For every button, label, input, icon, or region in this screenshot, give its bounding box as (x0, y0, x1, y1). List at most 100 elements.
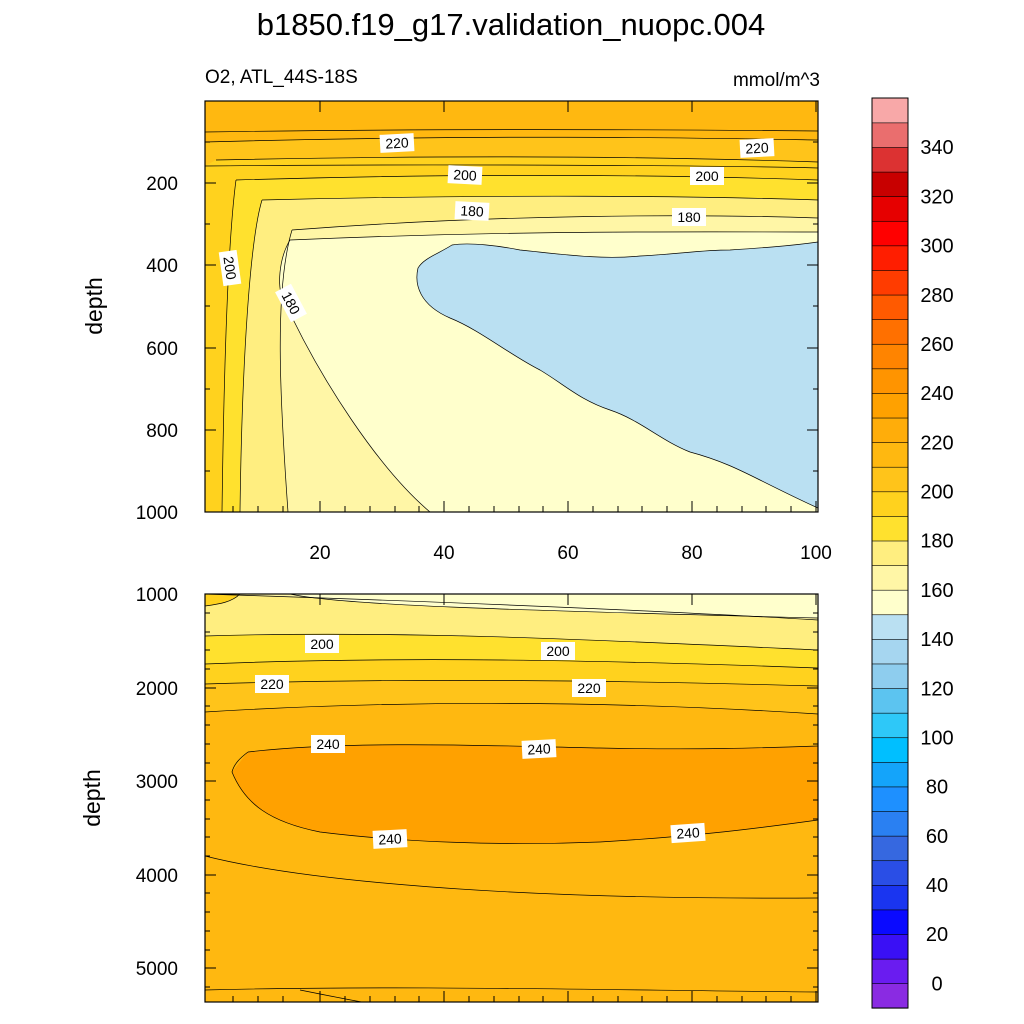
variable-subtitle: O2, ATL_44S-18S (205, 67, 358, 88)
colorbar-swatch (871, 540, 909, 566)
upper-contour-labels: 220 220 200 200 180 180 (218, 133, 775, 323)
colorbar-label: 160 (920, 580, 953, 602)
fill-220-230 (205, 680, 818, 714)
colorbar-swatch (871, 884, 909, 911)
colorbar-swatch (871, 294, 909, 320)
y-tick-label: 1000 (136, 503, 178, 524)
lower-y-axis-label: depth (79, 769, 105, 827)
colorbar-swatch (871, 761, 909, 788)
svg-text:240: 240 (676, 824, 701, 842)
y-tick-label: 3000 (136, 772, 178, 793)
colorbar-label: 100 (920, 727, 953, 749)
contour-label: 240 (521, 739, 557, 759)
colorbar-label: 120 (920, 678, 953, 700)
upper-panel: 220 220 200 200 180 180 (81, 100, 832, 564)
colorbar-swatch (871, 786, 909, 812)
fill-240-250 (232, 744, 818, 844)
colorbar-label: 180 (920, 531, 953, 553)
colorbar-swatch (871, 663, 909, 689)
colorbar-swatch (871, 466, 909, 493)
contour-label: 200 (218, 249, 242, 287)
svg-text:220: 220 (577, 680, 601, 696)
colorbar-swatch (871, 909, 909, 935)
colorbar-swatch (871, 614, 909, 640)
upper-x-axis (232, 101, 817, 512)
contour-label: 200 (305, 635, 339, 653)
colorbar: 0 20 40 60 80 100 120 140 160 180 200 220 240 260 280 3… (871, 97, 954, 1009)
x-tick-label: 60 (557, 543, 578, 564)
x-tick-label: 80 (681, 543, 702, 564)
upper-y-axis (205, 141, 818, 472)
y-tick-label: 800 (146, 421, 178, 442)
colorbar-label: 20 (926, 924, 948, 946)
svg-text:200: 200 (695, 168, 719, 184)
colorbar-swatch (871, 171, 909, 197)
colorbar-label: 300 (920, 236, 953, 258)
colorbar-swatch (871, 564, 909, 591)
colorbar-label: 320 (920, 186, 953, 208)
colorbar-swatch (871, 589, 909, 616)
y-tick-label: 5000 (136, 959, 178, 980)
svg-text:200: 200 (546, 643, 570, 659)
svg-text:200: 200 (310, 636, 334, 652)
upper-contour-lines (205, 129, 818, 512)
lower-panel: 200 200 220 220 240 240 (79, 585, 819, 1003)
colorbar-label: 40 (926, 875, 948, 897)
colorbar-swatch (871, 269, 909, 296)
contour-label: 220 (739, 138, 775, 158)
colorbar-frame (871, 97, 909, 1009)
lower-plot-frame (204, 593, 819, 1003)
colorbar-swatch (871, 442, 909, 468)
y-tick-label: 400 (146, 256, 178, 277)
x-tick-label: 100 (800, 543, 832, 564)
colorbar-swatch (871, 392, 909, 419)
colorbar-swatch (871, 343, 909, 370)
colorbar-label: 200 (920, 482, 953, 504)
upper-y-axis-label: depth (81, 277, 107, 335)
fill-210-220 (205, 659, 818, 686)
colorbar-swatch (871, 417, 909, 443)
svg-text:180: 180 (677, 209, 701, 225)
contour-label: 220 (572, 679, 606, 697)
colorbar-swatch (871, 933, 909, 960)
colorbar-swatch (871, 737, 909, 763)
contour-label: 180 (672, 208, 706, 226)
colorbar-swatch (871, 860, 909, 886)
svg-text:220: 220 (260, 676, 284, 692)
colorbar-label: 0 (931, 973, 942, 995)
lower-y-axis (205, 612, 818, 988)
colorbar-labels: 0 20 40 60 80 100 120 140 160 180 200 220 240 260 280 3… (920, 137, 953, 995)
fill-corner-top-left (205, 594, 240, 606)
colorbar-swatch (871, 835, 909, 862)
contour-label: 200 (690, 167, 724, 185)
contour-label: 240 (372, 829, 408, 849)
svg-text:220: 220 (745, 139, 769, 156)
colorbar-swatch (871, 515, 909, 542)
colorbar-swatch (871, 122, 909, 148)
colorbar-swatch (871, 983, 909, 1009)
colorbar-swatch (871, 196, 909, 222)
units-label: mmol/m^3 (733, 70, 820, 91)
contour-label: 220 (255, 675, 289, 693)
lower-x-axis (232, 594, 817, 1002)
colorbar-swatch (871, 958, 909, 984)
colorbar-swatch (871, 810, 909, 837)
colorbar-swatch (871, 97, 909, 124)
lower-contour-labels: 200 200 220 220 240 240 (255, 635, 706, 849)
svg-text:180: 180 (460, 202, 484, 219)
colorbar-swatches (871, 97, 909, 1009)
fill-230-240 (205, 988, 818, 1002)
svg-text:220: 220 (385, 134, 409, 151)
y-tick-label: 4000 (136, 866, 178, 887)
contour-label: 200 (447, 165, 483, 185)
fill-blue-low-o2 (416, 241, 818, 509)
colorbar-label: 60 (926, 826, 948, 848)
svg-text:240: 240 (527, 740, 551, 757)
svg-text:240: 240 (378, 830, 402, 847)
contour-label: 240 (670, 822, 706, 844)
x-tick-label: 20 (309, 543, 330, 564)
contour-label: 220 (379, 133, 415, 153)
y-tick-label: 600 (146, 339, 178, 360)
colorbar-label: 140 (920, 629, 953, 651)
